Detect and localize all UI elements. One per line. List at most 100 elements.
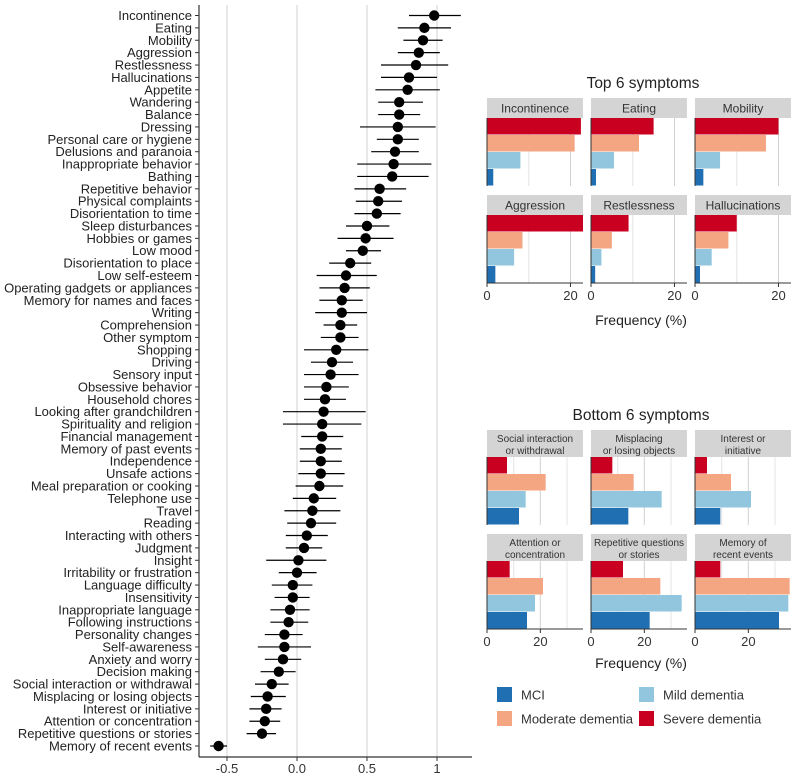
forest-x-tick-label: 1 xyxy=(433,761,440,776)
bar-mci-repetitive-questions-or-stories xyxy=(591,612,650,629)
bar-moderate-eating xyxy=(591,135,639,152)
forest-label-personality-changes: Personality changes xyxy=(75,627,193,642)
forest-point-low-mood xyxy=(357,245,368,256)
bar-mci-incontinence xyxy=(487,169,494,186)
bar-moderate-restlessness xyxy=(591,232,612,249)
forest-label-interest-or-initiative: Interest or initiative xyxy=(83,701,192,716)
bottom-chart-xlabel: Frequency (%) xyxy=(595,655,687,671)
forest-point-wandering xyxy=(394,96,405,108)
forest-point-sensory-input xyxy=(325,369,336,380)
bar-mci-eating xyxy=(591,169,597,186)
forest-x-tick-label: 0.5 xyxy=(358,761,376,776)
forest-point-low-self-esteem xyxy=(340,270,352,281)
forest-label-self-awareness: Self-awareness xyxy=(102,639,192,654)
bar-severe-incontinence xyxy=(487,118,581,135)
forest-label-dressing: Dressing xyxy=(141,119,192,134)
bar-moderate-memory-of-recent-events xyxy=(695,578,790,595)
forest-label-repetitive-questions-or-stories: Repetitive questions or stories xyxy=(18,726,193,741)
facet-strip-label: Hallucinations xyxy=(706,199,781,213)
legend-label-moderate-dementia: Moderate dementia xyxy=(521,712,634,727)
forest-label-meal-preparation-or-cooking: Meal preparation or cooking xyxy=(31,478,192,493)
bar-mild-restlessness xyxy=(591,249,602,266)
bar-mci-hallucinations xyxy=(695,266,701,283)
facet-strip-label: or stories xyxy=(618,550,659,561)
bar-mci-misplacing-or-losing-objects xyxy=(591,508,629,525)
bar-mild-hallucinations xyxy=(695,249,712,266)
legend: MCI Mild dementia Moderate dementia Severe … xyxy=(497,687,762,727)
forest-label-memory-of-past-events: Memory of past events xyxy=(61,441,193,456)
forest-point-following-instructions xyxy=(283,616,294,628)
forest-label-disorientation-to-place: Disorientation to place xyxy=(63,256,192,271)
forest-point-comprehension xyxy=(335,319,346,331)
forest-x-tick-label: -0.5 xyxy=(216,761,238,776)
forest-label-other-symptom: Other symptom xyxy=(103,330,192,345)
facet-strip-label: recent events xyxy=(713,550,773,561)
facet-x-tick-label: 20 xyxy=(637,634,651,649)
facet-strip-label: Mobility xyxy=(723,102,764,116)
forest-label-balance: Balance xyxy=(145,107,192,122)
facet-x-tick-label: 20 xyxy=(667,288,681,303)
bar-mild-mobility xyxy=(695,152,721,169)
forest-point-eating xyxy=(419,22,430,34)
forest-label-language-difficulty: Language difficulty xyxy=(84,578,193,593)
facet-strip-memory-of-recent-events xyxy=(695,534,791,561)
legend-swatch-severe-dementia xyxy=(639,711,654,726)
forest-point-insensitivity xyxy=(287,592,298,603)
facet-x-tick-label: 20 xyxy=(741,634,755,649)
forest-point-personal-care-or-hygiene xyxy=(392,134,403,145)
forest-label-judgment: Judgment xyxy=(135,540,192,555)
facet-x-tick-label: 0 xyxy=(587,634,594,649)
bar-mild-incontinence xyxy=(487,152,521,169)
bar-mci-restlessness xyxy=(591,266,596,283)
facet-x-tick-label: 0 xyxy=(483,634,490,649)
forest-point-obsessive-behavior xyxy=(321,381,332,393)
forest-label-restlessness: Restlessness xyxy=(115,58,193,73)
forest-label-sensory-input: Sensory input xyxy=(113,367,193,382)
forest-label-hallucinations: Hallucinations xyxy=(111,70,192,85)
forest-point-interacting-with-others xyxy=(301,530,312,541)
forest-label-unsafe-actions: Unsafe actions xyxy=(106,466,192,481)
facet-strip-label: Misplacing xyxy=(615,434,662,445)
forest-label-disorientation-to-time: Disorientation to time xyxy=(70,206,192,221)
bar-severe-mobility xyxy=(695,118,779,135)
facet-x-tick-label: 0 xyxy=(691,634,698,649)
forest-point-restlessness xyxy=(410,59,422,71)
forest-label-sleep-disturbances: Sleep disturbances xyxy=(81,218,192,233)
bar-moderate-social-interaction-or-withdrawal xyxy=(487,474,546,491)
forest-point-repetitive-questions-or-stories xyxy=(256,728,268,739)
forest-point-inappropriate-language xyxy=(284,604,296,616)
forest-label-low-mood: Low mood xyxy=(132,243,192,258)
forest-point-language-difficulty xyxy=(287,579,298,591)
forest-point-telephone-use xyxy=(308,493,319,504)
bar-moderate-repetitive-questions-or-stories xyxy=(591,578,661,595)
bar-mci-attention-or-concentration xyxy=(487,612,527,629)
forest-label-misplacing-or-losing-objects: Misplacing or losing objects xyxy=(33,689,192,704)
forest-label-household-chores: Household chores xyxy=(87,392,192,407)
forest-point-personality-changes xyxy=(279,629,290,640)
top-chart-title: Top 6 symptoms xyxy=(587,75,700,92)
forest-label-eating: Eating xyxy=(155,20,192,35)
forest-point-balance xyxy=(394,109,405,120)
forest-label-insensitivity: Insensitivity xyxy=(125,590,193,605)
facet-strip-aggression xyxy=(487,195,583,215)
bar-moderate-interest-or-initiative xyxy=(695,474,731,491)
facet-strip-label: Aggression xyxy=(505,199,565,213)
forest-point-disorientation-to-time xyxy=(371,208,382,219)
forest-label-wandering: Wandering xyxy=(130,95,192,110)
forest-point-financial-management xyxy=(317,431,328,442)
forest-point-writing xyxy=(336,307,347,318)
facet-strip-label: Repetitive questions xyxy=(594,538,684,549)
forest-point-spirituality-and-religion xyxy=(317,418,328,430)
facet-strip-misplacing-or-losing-objects xyxy=(591,430,687,457)
forest-label-physical-complaints: Physical complaints xyxy=(78,194,193,209)
forest-label-independence: Independence xyxy=(110,454,192,469)
bottom-chart-title: Bottom 6 symptoms xyxy=(573,407,710,424)
forest-point-operating-gadgets-or-appliances xyxy=(339,282,350,294)
forest-label-repetitive-behavior: Repetitive behavior xyxy=(81,181,193,196)
forest-point-travel xyxy=(307,505,318,516)
forest-point-other-symptom xyxy=(335,332,346,343)
forest-point-memory-for-names-and-faces xyxy=(336,295,347,306)
forest-point-meal-preparation-or-cooking xyxy=(314,480,325,492)
bar-mild-eating xyxy=(591,152,614,169)
